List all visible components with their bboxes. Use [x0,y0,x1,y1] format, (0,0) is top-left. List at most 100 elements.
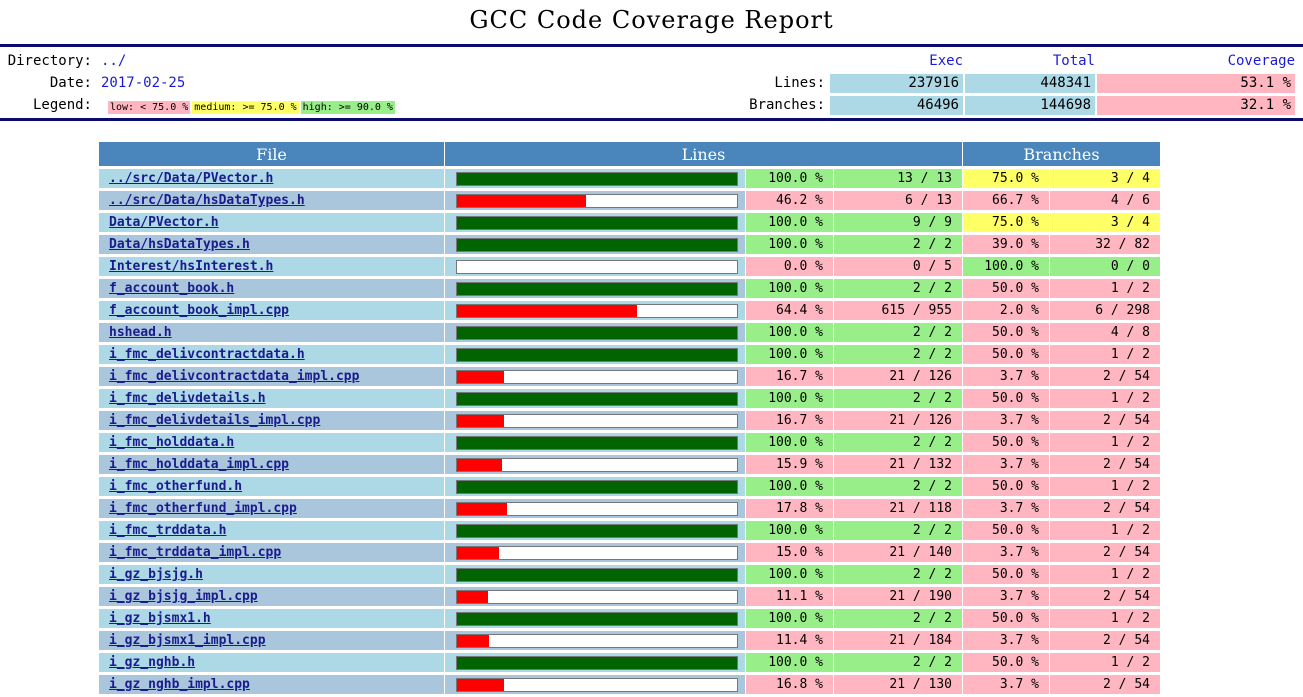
file-link[interactable]: i_fmc_otherfund_impl.cpp [109,501,297,516]
coverage-bar-cell [445,323,745,342]
line-count: 21 / 130 [834,675,962,694]
coverage-bar-fill [457,612,737,625]
coverage-bar-fill [457,546,499,559]
branch-count: 2 / 54 [1050,587,1160,606]
line-coverage-pct: 100.0 % [746,433,833,452]
legend-low: low: < 75.0 % [108,101,191,114]
line-coverage-pct: 16.7 % [746,411,833,430]
file-link[interactable]: Data/PVector.h [109,215,219,230]
coverage-bar [456,435,738,450]
file-link[interactable]: i_gz_bjsjg_impl.cpp [109,589,258,604]
coverage-bar-fill [457,590,489,603]
file-link[interactable]: i_gz_bjsmx1.h [109,611,211,626]
branch-count: 1 / 2 [1050,609,1160,628]
directory-value: ../ [101,53,127,69]
line-coverage-pct: 100.0 % [746,389,833,408]
coverage-bar [456,391,738,406]
branch-count: 2 / 54 [1050,543,1160,562]
file-link[interactable]: hshead.h [109,325,172,340]
coverage-bar-fill [457,502,507,515]
lines-label: Lines: [774,75,825,91]
lines-coverage: 53.1 % [1097,74,1295,93]
file-link[interactable]: i_fmc_delivdetails_impl.cpp [109,413,321,428]
line-coverage-pct: 100.0 % [746,235,833,254]
file-link[interactable]: i_fmc_otherfund.h [109,479,243,494]
coverage-bar-fill [457,172,737,185]
branch-count: 6 / 298 [1050,301,1160,320]
file-link[interactable]: i_fmc_delivcontractdata.h [109,347,305,362]
file-link[interactable]: i_fmc_delivcontractdata_impl.cpp [109,369,360,384]
file-cell: i_fmc_holddata.h [99,433,444,452]
line-count: 2 / 2 [834,477,962,496]
branch-coverage-pct: 66.7 % [963,191,1049,210]
file-link[interactable]: f_account_book_impl.cpp [109,303,290,318]
file-link[interactable]: ../src/Data/hsDataTypes.h [109,193,305,208]
branch-coverage-pct: 3.7 % [963,587,1049,606]
coverage-bar-cell [445,389,745,408]
file-link[interactable]: i_fmc_holddata.h [109,435,235,450]
file-link[interactable]: Data/hsDataTypes.h [109,237,250,252]
line-coverage-pct: 16.8 % [746,675,833,694]
file-cell: i_fmc_delivcontractdata_impl.cpp [99,367,444,386]
line-count: 13 / 13 [834,169,962,188]
coverage-bar-fill [457,524,737,537]
table-row: i_fmc_delivcontractdata.h 100.0 % 2 / 2 50.… [99,345,1160,364]
coverage-bar [456,589,738,604]
table-row: i_gz_bjsjg_impl.cpp 11.1 % 21 / 190 3.7 % 2 … [99,587,1160,606]
file-cell: ../src/Data/PVector.h [99,169,444,188]
table-row: Data/hsDataTypes.h 100.0 % 2 / 2 39.0 % 32 /… [99,235,1160,254]
lines-exec: 237916 [830,74,963,93]
table-row: i_fmc_holddata_impl.cpp 15.9 % 21 / 132 3.7… [99,455,1160,474]
coverage-bar [456,655,738,670]
line-coverage-pct: 100.0 % [746,653,833,672]
line-coverage-pct: 100.0 % [746,323,833,342]
line-count: 2 / 2 [834,345,962,364]
line-coverage-pct: 100.0 % [746,609,833,628]
coverage-bar-cell [445,543,745,562]
branch-count: 2 / 54 [1050,455,1160,474]
coverage-bar [456,325,738,340]
file-link[interactable]: i_gz_nghb_impl.cpp [109,677,250,692]
file-link[interactable]: i_fmc_delivdetails.h [109,391,266,406]
file-link[interactable]: Interest/hsInterest.h [109,259,274,274]
table-row: i_gz_nghb_impl.cpp 16.8 % 21 / 130 3.7 % 2 /… [99,675,1160,694]
file-link[interactable]: i_fmc_holddata_impl.cpp [109,457,290,472]
file-cell: i_gz_nghb.h [99,653,444,672]
coverage-bar-cell [445,411,745,430]
line-count: 2 / 2 [834,235,962,254]
branch-coverage-pct: 50.0 % [963,609,1049,628]
coverage-bar-cell [445,367,745,386]
file-link[interactable]: ../src/Data/PVector.h [109,171,274,186]
coverage-bar [456,193,738,208]
coverage-bar [456,369,738,384]
branch-coverage-pct: 50.0 % [963,477,1049,496]
total-header: Total [1052,53,1095,69]
line-count: 21 / 126 [834,411,962,430]
branch-coverage-pct: 3.7 % [963,675,1049,694]
file-cell: i_fmc_holddata_impl.cpp [99,455,444,474]
file-link[interactable]: i_fmc_trddata_impl.cpp [109,545,282,560]
table-row: f_account_book.h 100.0 % 2 / 2 50.0 % 1 / 2 [99,279,1160,298]
table-row: i_fmc_delivdetails_impl.cpp 16.7 % 21 / 12… [99,411,1160,430]
file-link[interactable]: i_gz_bjsmx1_impl.cpp [109,633,266,648]
branch-coverage-pct: 3.7 % [963,455,1049,474]
branch-count: 0 / 0 [1050,257,1160,276]
coverage-bar [456,545,738,560]
branch-count: 2 / 54 [1050,499,1160,518]
coverage-bar-fill [457,392,737,405]
branch-count: 1 / 2 [1050,279,1160,298]
file-link[interactable]: f_account_book.h [109,281,235,296]
page-title: GCC Code Coverage Report [469,6,834,34]
coverage-bar-fill [457,194,587,207]
coverage-bar-cell [445,631,745,650]
coverage-bar-fill [457,458,502,471]
file-link[interactable]: i_gz_bjsjg.h [109,567,203,582]
table-row: i_gz_bjsmx1.h 100.0 % 2 / 2 50.0 % 1 / 2 [99,609,1160,628]
file-link[interactable]: i_fmc_trddata.h [109,523,227,538]
table-row: i_fmc_trddata_impl.cpp 15.0 % 21 / 140 3.7 … [99,543,1160,562]
branch-count: 2 / 54 [1050,367,1160,386]
coverage-bar [456,215,738,230]
coverage-bar-cell [445,279,745,298]
file-link[interactable]: i_gz_nghb.h [109,655,196,670]
coverage-bar-cell [445,499,745,518]
